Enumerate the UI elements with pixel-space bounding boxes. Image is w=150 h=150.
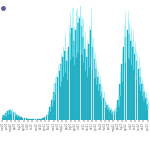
Bar: [105, 102, 106, 120]
Bar: [92, 47, 93, 120]
Bar: [27, 119, 29, 120]
Bar: [125, 37, 126, 120]
Bar: [18, 116, 20, 120]
Bar: [35, 119, 36, 120]
Bar: [110, 110, 112, 120]
Bar: [103, 98, 104, 120]
Bar: [71, 28, 73, 120]
Bar: [99, 84, 101, 120]
Bar: [97, 77, 99, 120]
Bar: [90, 30, 91, 120]
Bar: [44, 117, 45, 120]
Bar: [60, 64, 62, 120]
Bar: [46, 115, 47, 120]
Bar: [5, 113, 7, 120]
Bar: [130, 41, 132, 120]
Bar: [147, 104, 148, 120]
Bar: [127, 30, 128, 120]
Bar: [117, 100, 119, 120]
Bar: [38, 119, 40, 120]
Bar: [48, 112, 49, 120]
Bar: [31, 119, 33, 120]
Bar: [132, 47, 134, 120]
Bar: [33, 119, 34, 120]
Bar: [95, 69, 97, 120]
Bar: [62, 57, 64, 120]
Bar: [70, 33, 71, 120]
Bar: [2, 116, 3, 120]
Bar: [13, 112, 14, 120]
Bar: [79, 18, 80, 120]
Bar: [136, 61, 137, 120]
Bar: [77, 23, 79, 120]
Bar: [108, 108, 110, 120]
Bar: [140, 77, 141, 120]
Bar: [75, 30, 77, 120]
Bar: [9, 110, 11, 120]
Bar: [101, 92, 102, 120]
Bar: [81, 26, 82, 120]
Bar: [143, 92, 145, 120]
Bar: [15, 113, 16, 120]
Bar: [121, 64, 123, 120]
Bar: [123, 47, 124, 120]
Bar: [82, 37, 84, 120]
Bar: [16, 115, 18, 120]
Bar: [64, 51, 66, 120]
Bar: [68, 47, 69, 120]
Bar: [86, 57, 88, 120]
Bar: [106, 105, 108, 120]
Bar: [53, 92, 55, 120]
Bar: [145, 98, 147, 120]
Bar: [26, 118, 27, 120]
Bar: [116, 108, 117, 120]
Bar: [49, 107, 51, 120]
Bar: [11, 111, 12, 120]
Bar: [59, 71, 60, 120]
Bar: [40, 119, 42, 120]
Bar: [73, 41, 75, 120]
Bar: [84, 49, 86, 120]
Bar: [24, 118, 25, 120]
Bar: [88, 44, 90, 120]
Bar: [141, 84, 143, 120]
Bar: [112, 112, 113, 120]
Bar: [42, 118, 44, 120]
Bar: [22, 118, 23, 120]
Bar: [114, 111, 115, 120]
Bar: [37, 119, 38, 120]
Bar: [119, 84, 121, 120]
Bar: [134, 54, 135, 120]
Bar: [3, 115, 5, 120]
Bar: [66, 61, 68, 120]
Bar: [7, 111, 9, 120]
Bar: [93, 59, 95, 120]
Bar: [20, 117, 22, 120]
Bar: [57, 77, 58, 120]
Bar: [138, 69, 139, 120]
Bar: [128, 33, 130, 120]
Bar: [51, 100, 53, 120]
Bar: [55, 83, 57, 120]
Bar: [29, 119, 31, 120]
